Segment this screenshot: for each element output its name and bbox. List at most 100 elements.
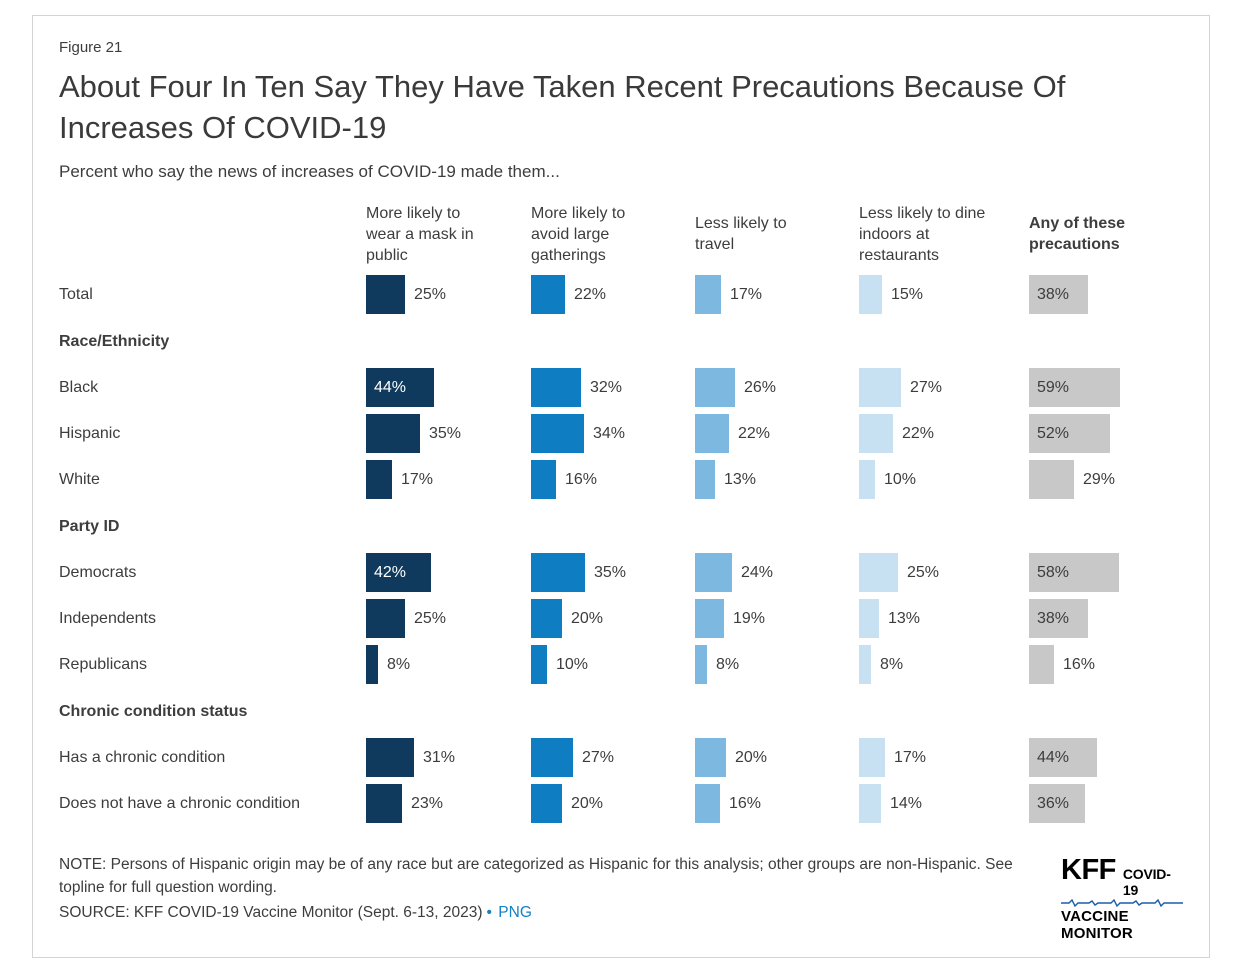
data-row: Total 25% 22% 17% 15% 38% <box>59 272 1183 318</box>
bar <box>531 599 562 638</box>
bar-value: 24% <box>741 564 774 581</box>
bar-value: 19% <box>733 610 766 627</box>
bar <box>531 275 565 314</box>
bar <box>1029 645 1054 684</box>
row-label: Hispanic <box>59 425 121 442</box>
kff-wordmark: KFF <box>1061 854 1116 886</box>
heartbeat-line-icon <box>1061 899 1183 907</box>
bar-value: 25% <box>907 564 940 581</box>
bar: 59% <box>1029 368 1120 407</box>
bar-value: 27% <box>582 749 615 766</box>
bar <box>1029 460 1074 499</box>
column-header-row: More likely to wear a mask in public More… <box>59 196 1183 272</box>
row-label: Black <box>59 379 99 396</box>
bar-value: 34% <box>593 425 626 442</box>
bar-value: 17% <box>730 286 763 303</box>
bar-value: 10% <box>556 656 589 673</box>
bar-value: 8% <box>387 656 411 673</box>
bar <box>366 738 414 777</box>
bar-value: 44% <box>374 378 407 396</box>
bar <box>859 275 882 314</box>
bar-value: 20% <box>571 610 604 627</box>
bar-value: 35% <box>594 564 627 581</box>
logo-monitor-label: VACCINE MONITOR <box>1061 908 1133 942</box>
section-label: Party ID <box>59 517 120 535</box>
chart-title: About Four In Ten Say They Have Taken Re… <box>59 69 1066 145</box>
bar-value: 10% <box>884 471 917 488</box>
bar <box>859 460 875 499</box>
bar <box>531 553 585 592</box>
bar <box>695 599 724 638</box>
bar-value: 16% <box>565 471 598 488</box>
data-row: Has a chronic condition 31% 27% 20% 17% 44% <box>59 735 1183 781</box>
bar-value: 44% <box>1037 748 1070 766</box>
bar: 38% <box>1029 599 1088 638</box>
bar <box>695 368 735 407</box>
column-header-1: More likely to wear a mask in public <box>366 204 474 264</box>
bar <box>859 414 893 453</box>
bar <box>531 460 556 499</box>
bar <box>859 368 901 407</box>
bar: 44% <box>366 368 434 407</box>
data-row: Democrats 42% 35% 24% 25% 58% <box>59 550 1183 596</box>
bar: 42% <box>366 553 431 592</box>
data-row: Does not have a chronic condition 23% 20% 1… <box>59 781 1183 827</box>
bar-value: 22% <box>902 425 935 442</box>
bar-value: 42% <box>374 563 407 581</box>
data-row: Black 44% 32% 26% 27% 59% <box>59 365 1183 411</box>
column-header-2: More likely to avoid large gatherings <box>531 204 626 264</box>
section-label: Chronic condition status <box>59 702 248 720</box>
bar-value: 13% <box>888 610 921 627</box>
bar <box>859 645 871 684</box>
bar <box>859 784 881 823</box>
bar: 44% <box>1029 738 1097 777</box>
row-label: White <box>59 471 100 488</box>
bar <box>695 460 715 499</box>
bar <box>531 784 562 823</box>
data-row: Hispanic 35% 34% 22% 22% 52% <box>59 411 1183 457</box>
bar <box>531 645 547 684</box>
logo-covid-label: COVID-19 <box>1122 866 1171 898</box>
column-header-3: Less likely to travel <box>695 215 787 253</box>
bar-value: 31% <box>423 749 456 766</box>
column-header-5: Any of these precautions <box>1029 215 1126 253</box>
chart-footer: NOTE: Persons of Hispanic origin may be … <box>59 853 1183 942</box>
row-label: Democrats <box>59 564 137 581</box>
bar: 38% <box>1029 275 1088 314</box>
chart-rows: Total 25% 22% 17% 15% 38% Race/Ethnicity Black 4… <box>59 272 1183 827</box>
row-label: Does not have a chronic condition <box>59 795 301 812</box>
bar-value: 27% <box>910 379 943 396</box>
bar-value: 25% <box>414 286 447 303</box>
bar: 58% <box>1029 553 1119 592</box>
bar-value: 17% <box>894 749 927 766</box>
bar-value: 22% <box>574 286 607 303</box>
png-download-link[interactable]: PNG <box>498 904 532 921</box>
data-row: White 17% 16% 13% 10% 29% <box>59 457 1183 503</box>
bar <box>531 738 573 777</box>
bar <box>366 460 392 499</box>
bar <box>859 599 879 638</box>
bar <box>366 645 378 684</box>
bar-value: 8% <box>880 656 904 673</box>
bar-value: 17% <box>401 471 434 488</box>
bar-value: 13% <box>724 471 757 488</box>
bar-value: 29% <box>1083 471 1116 488</box>
chart-subtitle: Percent who say the news of increases of… <box>59 162 560 181</box>
data-row: Republicans 8% 10% 8% 8% 16% <box>59 642 1183 688</box>
bar-value: 8% <box>716 656 740 673</box>
bar <box>695 414 729 453</box>
row-label: Total <box>59 286 93 303</box>
bar-value: 35% <box>429 425 462 442</box>
bar <box>531 414 584 453</box>
bar: 36% <box>1029 784 1085 823</box>
figure-container: Figure 21 About Four In Ten Say They Hav… <box>32 15 1210 958</box>
source-bullet: • <box>486 904 492 921</box>
bar-value: 23% <box>411 795 444 812</box>
bar-value: 26% <box>744 379 777 396</box>
bar <box>695 784 720 823</box>
kff-vaccine-monitor-logo: KFF COVID-19 VACCINE MONITOR <box>1061 854 1183 942</box>
logo-top-row: KFF COVID-19 <box>1061 854 1183 899</box>
source-text: SOURCE: KFF COVID-19 Vaccine Monitor (Se… <box>59 904 483 921</box>
bar <box>695 738 726 777</box>
section-row: Race/Ethnicity <box>59 318 1183 365</box>
